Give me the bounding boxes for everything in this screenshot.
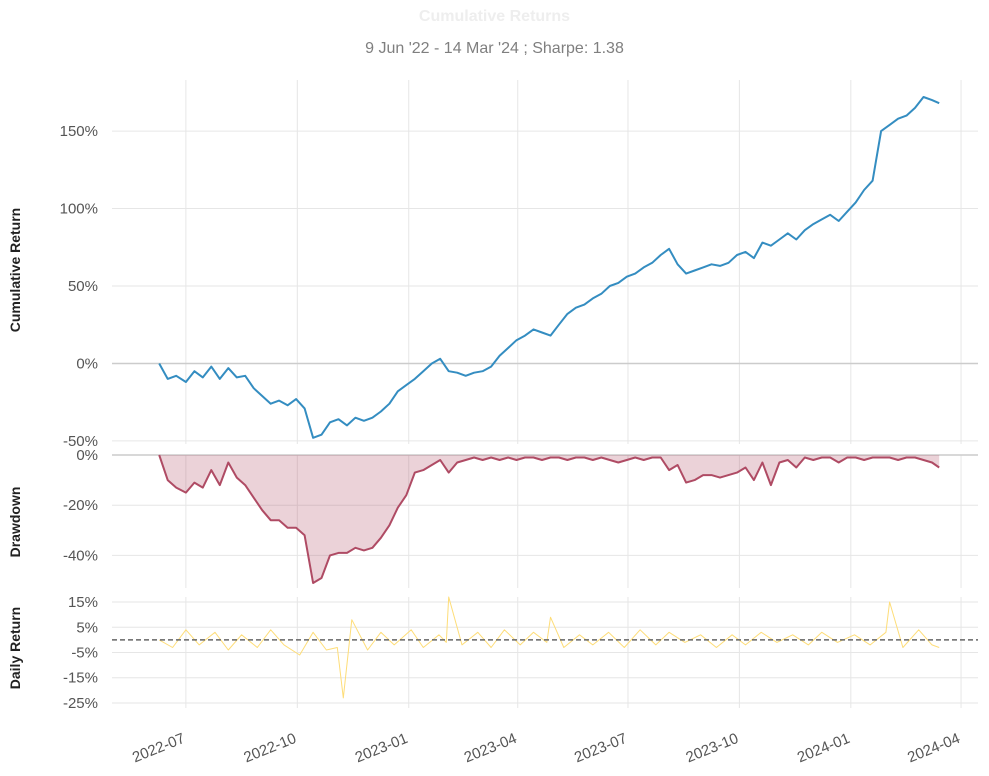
y-tick-label: 15% [68,594,98,611]
y-tick-label: 5% [76,619,98,636]
x-tick-label: 2023-04 [462,730,519,766]
y-axis-label: Cumulative Return [7,208,23,332]
cumulative-return-line [158,96,940,439]
chart-subtitle: 9 Jun '22 - 14 Mar '24 ; Sharpe: 1.38 [365,40,624,57]
x-tick-label: 2023-10 [683,730,740,766]
y-tick-label: -15% [63,670,98,687]
series-layer [112,96,978,699]
drawdown-area [159,455,940,583]
y-tick-label: 0% [76,447,98,464]
y-axis-label: Drawdown [7,487,23,558]
y-tick-label: -20% [63,497,98,514]
y-tick-label: 50% [68,278,98,295]
x-tick-label: 2023-07 [572,730,629,766]
x-tick-label: 2022-10 [241,730,298,766]
x-tick-label: 2024-01 [795,730,852,766]
axis-layer: 2022-07 2022-10 2023-01 2023-04 2023-07 2023-… [7,123,963,766]
y-tick-label: -5% [71,645,98,662]
y-axis-label: Daily Return [7,607,23,689]
y-tick-label: -25% [63,695,98,712]
y-tick-label: 150% [60,123,98,140]
y-tick-label: 100% [60,201,98,218]
grid-layer [112,80,978,708]
y-tick-label: 0% [76,355,98,372]
x-tick-label: 2022-07 [130,730,187,766]
chart-title: Cumulative Returns [418,8,571,25]
drawdown-line [158,454,940,584]
daily-return-line [158,596,940,699]
x-tick-label: 2024-04 [905,730,962,766]
y-tick-label: -50% [63,433,98,450]
x-tick-label: 2023-01 [353,730,410,766]
y-tick-label: -40% [63,547,98,564]
